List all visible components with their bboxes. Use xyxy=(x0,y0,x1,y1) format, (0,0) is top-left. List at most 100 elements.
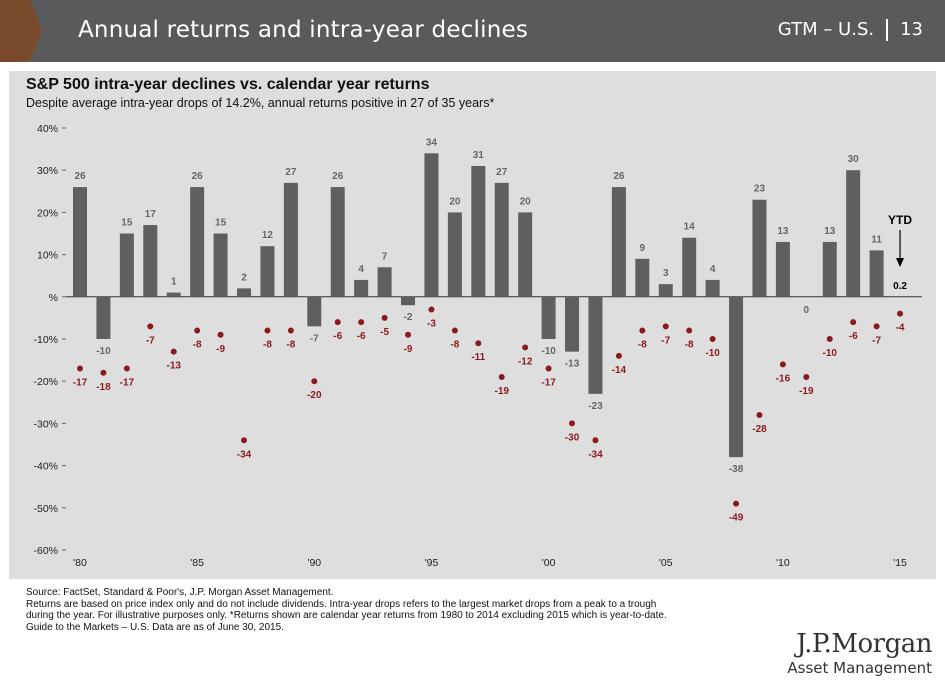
intra-year-decline-dot xyxy=(826,336,833,342)
chart-subtitle: Despite average intra-year drops of 14.2… xyxy=(26,96,495,110)
annual-return-bar xyxy=(447,212,462,297)
intra-year-decline-label: -6 xyxy=(357,331,366,342)
intra-year-decline-dot xyxy=(522,344,529,351)
annual-return-label: -10 xyxy=(96,346,111,357)
annual-return-label: 17 xyxy=(145,209,157,220)
annual-return-bar xyxy=(283,182,298,297)
intra-year-decline-dot xyxy=(897,310,904,317)
x-tick-label: '15 xyxy=(893,557,907,569)
x-tick-label: '85 xyxy=(190,557,204,569)
annual-return-bar xyxy=(588,296,603,394)
intra-year-decline-dot xyxy=(569,420,576,427)
annual-return-bar xyxy=(822,241,837,297)
intra-year-decline-label: -5 xyxy=(380,327,389,338)
annual-return-label: 7 xyxy=(382,251,388,262)
intra-year-decline-label: -4 xyxy=(896,323,905,334)
intra-year-decline-dot xyxy=(287,327,294,334)
intra-year-decline-dot xyxy=(311,378,318,385)
intra-year-decline-dot xyxy=(498,373,505,380)
annual-return-bar xyxy=(143,225,158,297)
footnote-line: during the year. For illustrative purpos… xyxy=(26,610,667,621)
intra-year-decline-label: -10 xyxy=(705,348,720,359)
annual-return-bar xyxy=(237,288,252,297)
intra-year-decline-label: -19 xyxy=(495,386,510,397)
x-tick-label: '10 xyxy=(776,557,790,569)
y-tick-label: % xyxy=(49,292,58,304)
intra-year-decline-label: -9 xyxy=(404,344,413,355)
annual-return-label: 1 xyxy=(171,277,177,288)
chart-panel xyxy=(9,71,936,579)
intra-year-decline-label: -11 xyxy=(471,352,485,363)
x-tick-label: '00 xyxy=(542,557,556,569)
y-tick-label: -20% xyxy=(33,376,58,388)
intra-year-decline-dot xyxy=(77,365,83,372)
annual-return-label: 15 xyxy=(121,218,133,229)
header-separator xyxy=(886,19,889,41)
y-tick-label: 20% xyxy=(37,207,58,219)
intra-year-decline-label: -9 xyxy=(216,344,225,355)
intra-year-decline-label: -8 xyxy=(286,340,295,351)
annual-return-label: 27 xyxy=(285,167,297,178)
intra-year-decline-dot xyxy=(873,323,880,330)
annual-return-label: 20 xyxy=(449,196,461,207)
header-bar: Annual returns and intra-year declines G… xyxy=(0,0,945,62)
intra-year-decline-dot xyxy=(264,327,271,334)
intra-year-decline-label: -8 xyxy=(450,340,459,351)
footnote-line: Source: FactSet, Standard & Poor's, J.P.… xyxy=(26,587,334,598)
intra-year-decline-label: -7 xyxy=(661,335,670,346)
intra-year-decline-label: -8 xyxy=(263,340,272,351)
logo-subtitle: Asset Management xyxy=(787,659,932,677)
annual-return-bar xyxy=(658,284,673,297)
annual-return-label: 20 xyxy=(520,196,532,207)
annual-return-label: 31 xyxy=(473,150,485,161)
intra-year-decline-dot xyxy=(756,411,763,418)
intra-year-decline-label: -12 xyxy=(518,356,533,367)
annual-return-bar xyxy=(682,237,697,297)
jpmorgan-logo: J.P.Morgan Asset Management xyxy=(787,630,932,678)
intra-year-decline-label: -8 xyxy=(685,340,694,351)
intra-year-decline-dot xyxy=(123,365,130,372)
intra-year-decline-label: -19 xyxy=(799,386,814,397)
intra-year-decline-dot xyxy=(592,437,599,444)
annual-return-bar xyxy=(96,296,111,339)
header-arrow-tab xyxy=(0,0,42,62)
x-tick-label: '95 xyxy=(425,557,439,569)
annual-return-label: 27 xyxy=(496,167,508,178)
annual-return-label: -2 xyxy=(404,312,413,323)
intra-year-decline-label: -7 xyxy=(146,335,155,346)
page-title: Annual returns and intra-year declines xyxy=(78,17,529,43)
intra-year-decline-dot xyxy=(639,327,646,334)
annual-return-label: 34 xyxy=(426,137,438,148)
intra-year-decline-dot xyxy=(241,437,248,444)
footnotes: Source: FactSet, Standard & Poor's, J.P.… xyxy=(26,587,667,633)
annual-return-bar xyxy=(330,187,345,297)
x-tick-label: '90 xyxy=(307,557,321,569)
y-tick-label: 30% xyxy=(37,165,58,177)
annual-return-bar xyxy=(705,279,720,297)
annual-return-bar xyxy=(541,296,556,339)
intra-year-decline-label: -3 xyxy=(427,318,436,329)
annual-return-label: 13 xyxy=(824,226,836,237)
annual-return-label: 9 xyxy=(640,243,646,254)
annual-return-bar xyxy=(729,296,744,458)
ytd-arrow-head xyxy=(896,258,905,267)
annual-return-bar xyxy=(307,296,322,327)
annual-return-bar xyxy=(401,296,416,306)
intra-year-decline-label: -34 xyxy=(237,449,252,460)
annual-return-label: 23 xyxy=(754,184,766,195)
guide-label: GTM – U.S. xyxy=(777,19,875,40)
annual-return-bar xyxy=(119,233,134,297)
annual-return-label: 26 xyxy=(192,171,204,182)
annual-return-bar xyxy=(471,165,486,297)
intra-year-decline-dot xyxy=(733,500,740,507)
annual-return-bar xyxy=(752,199,767,297)
chart-title: S&P 500 intra-year declines vs. calendar… xyxy=(26,76,430,93)
annual-return-label: -7 xyxy=(310,333,319,344)
intra-year-decline-dot xyxy=(615,352,622,359)
intra-year-decline-label: -17 xyxy=(73,378,88,389)
annual-return-bar xyxy=(846,170,861,297)
intra-year-decline-label: -13 xyxy=(166,361,181,372)
annual-return-label: 4 xyxy=(358,264,364,275)
annual-return-bar xyxy=(565,296,580,352)
